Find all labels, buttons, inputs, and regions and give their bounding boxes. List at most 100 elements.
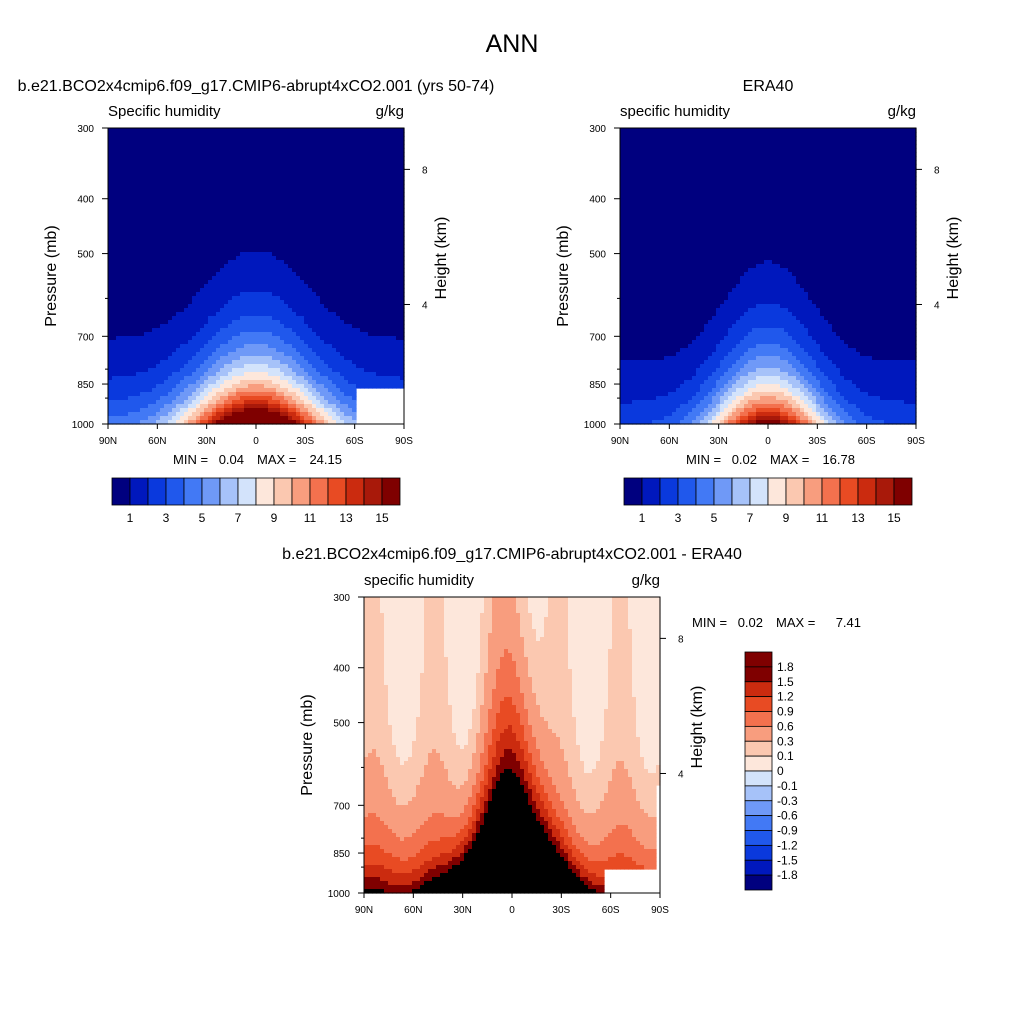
contour-cell bbox=[392, 200, 397, 205]
contour-cell bbox=[212, 388, 217, 393]
contour-cell bbox=[140, 276, 145, 281]
contour-cell bbox=[172, 364, 177, 369]
contour-cell bbox=[200, 308, 205, 313]
contour-cell bbox=[184, 316, 189, 321]
contour-cell bbox=[204, 332, 209, 337]
contour-cell bbox=[324, 292, 329, 297]
contour-cell bbox=[380, 296, 385, 301]
contour-cell bbox=[356, 252, 361, 257]
contour-cell bbox=[296, 368, 301, 373]
contour-cell bbox=[324, 288, 329, 293]
contour-cell bbox=[164, 132, 169, 137]
contour-cell bbox=[328, 204, 333, 209]
contour-cell bbox=[140, 204, 145, 209]
contour-cell bbox=[384, 360, 389, 365]
contour-cell bbox=[392, 296, 397, 301]
contour-cell bbox=[372, 304, 377, 309]
contour-cell bbox=[236, 204, 241, 209]
contour-cell bbox=[232, 292, 237, 297]
contour-cell bbox=[392, 312, 397, 317]
contour-cell bbox=[164, 364, 169, 369]
contour-cell bbox=[112, 252, 117, 257]
contour-cell bbox=[204, 244, 209, 249]
contour-cell bbox=[400, 164, 405, 169]
contour-cell bbox=[244, 180, 249, 185]
contour-cell bbox=[320, 260, 325, 265]
contour-cell bbox=[176, 320, 181, 325]
contour-cell bbox=[312, 224, 317, 229]
contour-cell bbox=[180, 340, 185, 345]
contour-cell bbox=[380, 132, 385, 137]
contour-cell bbox=[212, 188, 217, 193]
contour-cell bbox=[400, 172, 405, 177]
contour-cell bbox=[312, 336, 317, 341]
contour-cell bbox=[268, 284, 273, 289]
contour-cell bbox=[204, 296, 209, 301]
contour-cell bbox=[248, 148, 253, 153]
contour-cell bbox=[176, 208, 181, 213]
contour-cell bbox=[124, 364, 129, 369]
contour-cell bbox=[224, 160, 229, 165]
contour-cell bbox=[108, 372, 113, 377]
contour-cell bbox=[196, 336, 201, 341]
contour-cell bbox=[240, 388, 245, 393]
contour-cell bbox=[124, 244, 129, 249]
contour-cell bbox=[328, 168, 333, 173]
contour-cell bbox=[124, 256, 129, 261]
contour-cell bbox=[264, 224, 269, 229]
contour-cell bbox=[240, 316, 245, 321]
contour-cell bbox=[356, 356, 361, 361]
contour-cell bbox=[128, 232, 133, 237]
contour-cell bbox=[140, 388, 145, 393]
contour-cell bbox=[116, 132, 121, 137]
contour-cell bbox=[268, 208, 273, 213]
contour-cell bbox=[364, 256, 369, 261]
contour-cell bbox=[112, 296, 117, 301]
contour-cell bbox=[324, 148, 329, 153]
contour-cell bbox=[288, 184, 293, 189]
contour-cell bbox=[380, 140, 385, 145]
contour-cell bbox=[316, 188, 321, 193]
contour-cell bbox=[124, 160, 129, 165]
contour-cell bbox=[184, 280, 189, 285]
contour-cell bbox=[312, 192, 317, 197]
contour-cell bbox=[248, 188, 253, 193]
contour-cell bbox=[396, 128, 401, 133]
contour-cell bbox=[376, 176, 381, 181]
contour-cell bbox=[380, 288, 385, 293]
contour-cell bbox=[356, 172, 361, 177]
contour-cell bbox=[176, 164, 181, 169]
contour-cell bbox=[224, 252, 229, 257]
contour-cell bbox=[124, 140, 129, 145]
contour-cell bbox=[116, 352, 121, 357]
contour-cell bbox=[368, 264, 373, 269]
contour-cell bbox=[340, 372, 345, 377]
contour-cell bbox=[304, 388, 309, 393]
contour-cell bbox=[312, 132, 317, 137]
contour-cell bbox=[152, 200, 157, 205]
contour-cell bbox=[148, 356, 153, 361]
contour-cell bbox=[256, 168, 261, 173]
contour-cell bbox=[308, 268, 313, 273]
contour-cell bbox=[336, 188, 341, 193]
contour-cell bbox=[356, 156, 361, 161]
contour-cell bbox=[212, 156, 217, 161]
contour-cell bbox=[292, 364, 297, 369]
contour-cell bbox=[368, 128, 373, 133]
contour-cell bbox=[332, 160, 337, 165]
contour-cell bbox=[172, 292, 177, 297]
contour-cell bbox=[388, 248, 393, 253]
contour-cell bbox=[348, 288, 353, 293]
contour-cell bbox=[304, 172, 309, 177]
contour-cell bbox=[220, 284, 225, 289]
contour-cell bbox=[140, 140, 145, 145]
contour-cell bbox=[292, 188, 297, 193]
contour-cell bbox=[288, 352, 293, 357]
contour-cell bbox=[236, 380, 241, 385]
contour-cell bbox=[208, 148, 213, 153]
contour-cell bbox=[180, 316, 185, 321]
contour-cell bbox=[132, 172, 137, 177]
contour-cell bbox=[256, 320, 261, 325]
contour-cell bbox=[164, 340, 169, 345]
contour-cell bbox=[324, 268, 329, 273]
